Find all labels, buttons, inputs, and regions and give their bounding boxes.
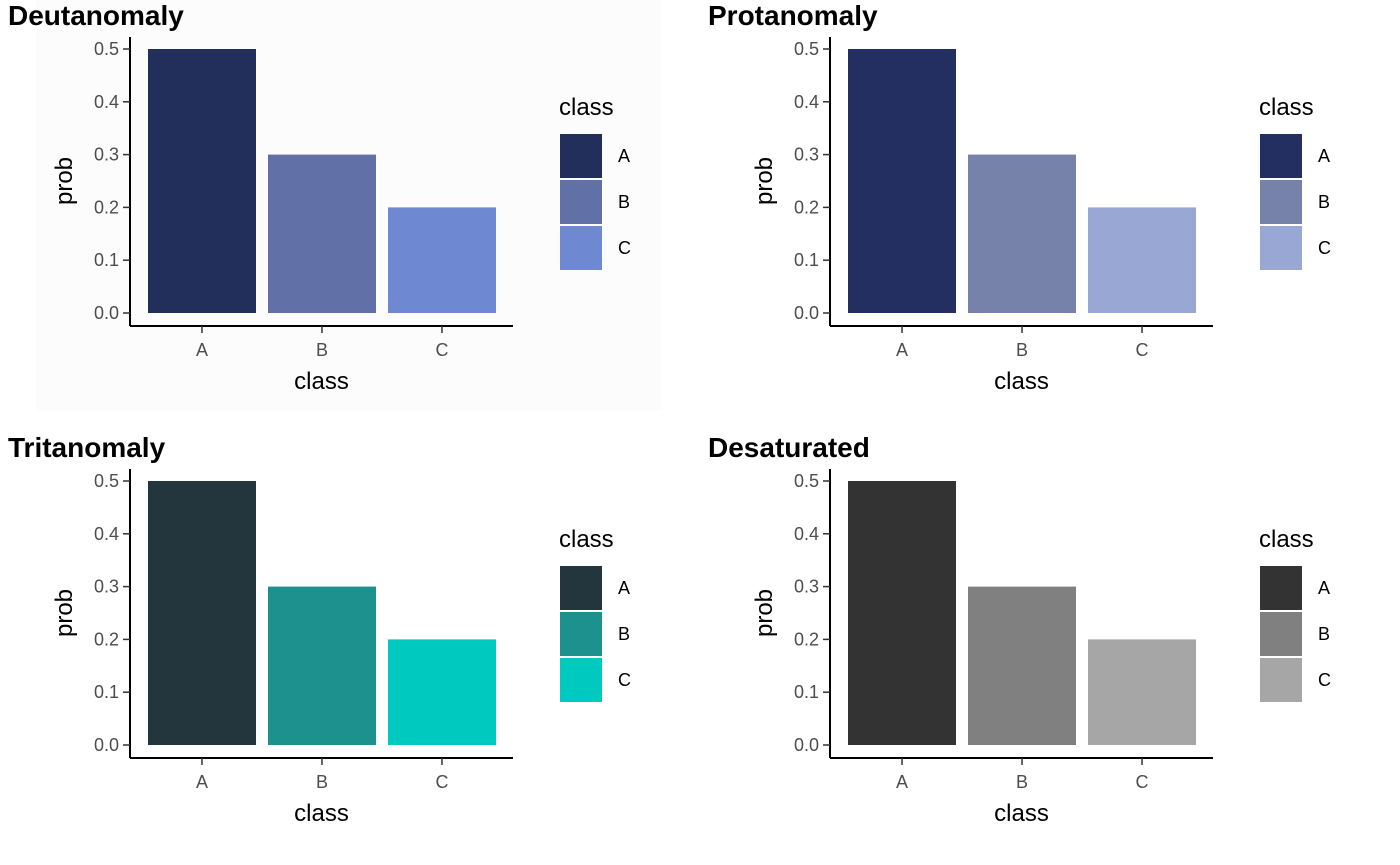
x-tick-label: B — [1016, 772, 1028, 792]
bar-a — [848, 481, 956, 745]
chart-title: Deutanomaly — [8, 0, 184, 31]
y-tick-label: 0.3 — [794, 145, 819, 165]
legend-title: class — [559, 94, 614, 121]
bar-c — [388, 639, 496, 745]
x-tick-label: A — [196, 340, 208, 360]
legend-key-a — [1260, 566, 1302, 610]
bar-a — [148, 49, 256, 313]
legend-label: B — [618, 192, 630, 212]
bar-b — [268, 154, 376, 313]
chart-title: Tritanomaly — [8, 432, 166, 463]
y-tick-label: 0.0 — [94, 303, 119, 323]
bar-c — [1088, 207, 1196, 313]
y-tick-label: 0.0 — [94, 735, 119, 755]
bar-b — [968, 154, 1076, 313]
legend-key-a — [1260, 134, 1302, 178]
legend-label: C — [618, 670, 631, 690]
chart-title: Protanomaly — [708, 0, 878, 31]
legend-label: C — [1318, 238, 1331, 258]
x-tick-label: C — [436, 772, 449, 792]
y-axis-title: prob — [51, 589, 78, 637]
legend-label: B — [618, 624, 630, 644]
legend-label: C — [618, 238, 631, 258]
legend-key-b — [560, 180, 602, 224]
y-tick-label: 0.2 — [794, 629, 819, 649]
x-tick-label: C — [436, 340, 449, 360]
x-tick-label: C — [1136, 772, 1149, 792]
legend-label: B — [1318, 624, 1330, 644]
x-tick-label: A — [196, 772, 208, 792]
y-tick-label: 0.4 — [94, 92, 119, 112]
y-axis-title: prob — [751, 589, 778, 637]
legend-key-b — [1260, 180, 1302, 224]
legend-key-c — [1260, 658, 1302, 702]
legend-title: class — [1259, 526, 1314, 553]
bar-a — [148, 481, 256, 745]
y-tick-label: 0.2 — [94, 629, 119, 649]
y-tick-label: 0.3 — [94, 145, 119, 165]
legend-label: B — [1318, 192, 1330, 212]
chart-title: Desaturated — [708, 432, 870, 463]
bar-a — [848, 49, 956, 313]
y-tick-label: 0.5 — [94, 471, 119, 491]
y-axis-title: prob — [751, 157, 778, 205]
x-tick-label: B — [316, 772, 328, 792]
bar-b — [968, 586, 1076, 745]
legend-title: class — [1259, 94, 1314, 121]
x-axis-title: class — [294, 800, 349, 827]
legend-key-b — [1260, 612, 1302, 656]
legend-title: class — [559, 526, 614, 553]
legend-label: C — [1318, 670, 1331, 690]
legend-label: A — [618, 146, 630, 166]
y-tick-label: 0.5 — [94, 39, 119, 59]
y-tick-label: 0.3 — [794, 577, 819, 597]
legend-key-a — [560, 566, 602, 610]
bar-b — [268, 586, 376, 745]
y-tick-label: 0.0 — [794, 735, 819, 755]
y-tick-label: 0.4 — [794, 524, 819, 544]
legend-key-c — [560, 658, 602, 702]
bar-c — [388, 207, 496, 313]
y-axis-title: prob — [51, 157, 78, 205]
legend-label: A — [1318, 146, 1330, 166]
legend-key-a — [560, 134, 602, 178]
y-tick-label: 0.4 — [794, 92, 819, 112]
y-tick-label: 0.1 — [94, 250, 119, 270]
x-tick-label: A — [896, 772, 908, 792]
y-tick-label: 0.5 — [794, 39, 819, 59]
x-axis-title: class — [994, 800, 1049, 827]
legend-key-c — [1260, 226, 1302, 270]
y-tick-label: 0.1 — [94, 682, 119, 702]
legend-label: A — [618, 578, 630, 598]
bar-c — [1088, 639, 1196, 745]
x-tick-label: B — [316, 340, 328, 360]
y-tick-label: 0.1 — [794, 250, 819, 270]
y-tick-label: 0.3 — [94, 577, 119, 597]
y-tick-label: 0.2 — [794, 197, 819, 217]
legend-label: A — [1318, 578, 1330, 598]
legend-key-c — [560, 226, 602, 270]
y-tick-label: 0.1 — [794, 682, 819, 702]
x-axis-title: class — [294, 368, 349, 395]
x-axis-title: class — [994, 368, 1049, 395]
y-tick-label: 0.4 — [94, 524, 119, 544]
y-tick-label: 0.0 — [794, 303, 819, 323]
legend-key-b — [560, 612, 602, 656]
x-tick-label: A — [896, 340, 908, 360]
x-tick-label: C — [1136, 340, 1149, 360]
y-tick-label: 0.5 — [794, 471, 819, 491]
x-tick-label: B — [1016, 340, 1028, 360]
y-tick-label: 0.2 — [94, 197, 119, 217]
